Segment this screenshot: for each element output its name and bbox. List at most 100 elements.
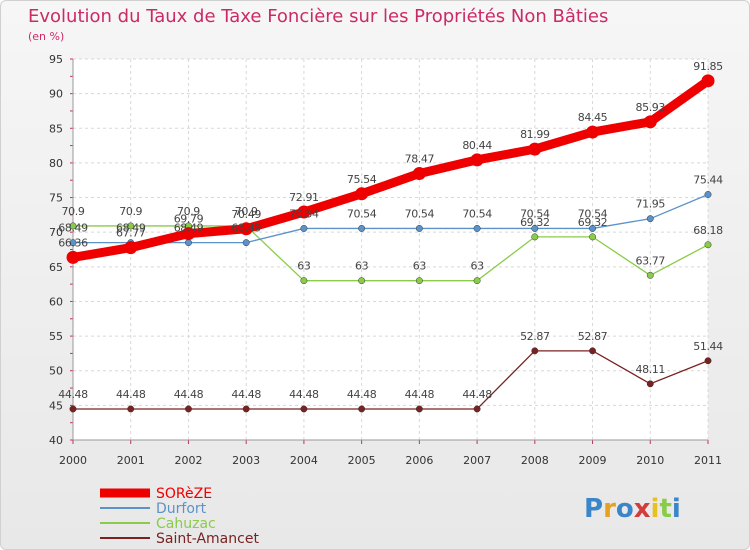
data-label: 44.48 <box>462 388 492 401</box>
data-point-durfort <box>358 224 366 232</box>
data-point-cahuzac <box>646 271 654 279</box>
data-point-sorèze <box>297 205 311 219</box>
legend-label-saint-amancet: Saint-Amancet <box>156 531 259 547</box>
data-point-sorèze <box>528 142 542 156</box>
data-point-saint-amancet <box>589 347 596 355</box>
data-point-sorèze <box>470 153 484 167</box>
data-point-sorèze <box>124 241 138 255</box>
x-tick-label: 2006 <box>405 454 433 467</box>
data-label: 84.45 <box>578 111 608 124</box>
data-label: 70.54 <box>289 207 319 220</box>
series <box>66 74 715 413</box>
logo-letter: x <box>634 494 651 524</box>
data-point-saint-amancet <box>358 405 366 413</box>
data-label: 63 <box>355 260 369 273</box>
series-line-durfort <box>72 193 709 244</box>
data-label: 70.9 <box>62 205 85 218</box>
data-label: 71.95 <box>636 198 666 211</box>
data-point-cahuzac <box>589 233 596 241</box>
data-point-durfort <box>300 224 308 232</box>
data-label: 68.49 <box>174 222 204 235</box>
axes: 40 45 50 55 60 65 70 75 80 85 90 95 2000 2001 2002 2003… <box>49 53 722 467</box>
y-tick-label: 50 <box>49 365 63 378</box>
logo-letter: i <box>672 494 681 524</box>
logo-letter: i <box>651 494 660 524</box>
x-tick-label: 2009 <box>579 454 607 467</box>
data-labels: 44.48 44.48 44.48 44.48 44.48 44.48 44.48 44.48… <box>58 60 723 401</box>
plot-area <box>73 59 708 440</box>
data-point-saint-amancet <box>185 405 192 413</box>
data-point-sorèze <box>66 250 80 264</box>
data-point-durfort <box>415 224 423 232</box>
data-point-saint-amancet <box>300 405 308 413</box>
data-point-durfort <box>646 215 654 223</box>
data-label: 44.48 <box>116 388 146 401</box>
x-tick-label: 2000 <box>59 454 87 467</box>
data-label: 44.48 <box>347 388 377 401</box>
grid <box>72 58 709 441</box>
data-point-sorèze <box>412 167 426 181</box>
data-label: 70.54 <box>578 207 608 220</box>
data-point-saint-amancet <box>704 357 712 365</box>
data-label: 69.79 <box>174 213 204 226</box>
data-label: 51.44 <box>693 340 723 353</box>
data-point-durfort <box>589 224 596 232</box>
data-label: 69.32 <box>520 216 550 229</box>
data-point-sorèze <box>181 227 195 241</box>
data-point-sorèze <box>355 187 369 201</box>
data-label: 72.91 <box>289 191 319 204</box>
data-point-sorèze <box>701 74 715 88</box>
data-label: 85.93 <box>636 101 666 114</box>
data-label: 44.48 <box>231 388 261 401</box>
series-line-sorèze <box>68 76 713 262</box>
y-tick-label: 85 <box>49 122 63 135</box>
x-tick-label: 2008 <box>521 454 549 467</box>
data-point-durfort <box>242 239 250 247</box>
logo-letter: o <box>616 494 634 524</box>
data-point-saint-amancet <box>646 380 654 388</box>
series-line-cahuzac <box>72 225 709 282</box>
data-label: 63 <box>470 260 484 273</box>
data-label: 78.47 <box>405 153 435 166</box>
data-point-cahuzac <box>69 222 77 230</box>
y-tick-label: 65 <box>49 261 63 274</box>
legend-label-cahuzac: Cahuzac <box>156 516 216 532</box>
data-label: 70.54 <box>347 207 377 220</box>
x-tick-label: 2010 <box>636 454 664 467</box>
data-point-cahuzac <box>473 277 481 285</box>
data-point-cahuzac <box>358 277 366 285</box>
data-point-saint-amancet <box>242 405 250 413</box>
data-label: 70.9 <box>119 205 142 218</box>
data-point-durfort <box>473 224 481 232</box>
y-tick-label: 90 <box>49 88 63 101</box>
y-tick-label: 95 <box>49 53 63 66</box>
y-tick-label: 40 <box>49 434 63 447</box>
x-tick-label: 2011 <box>694 454 722 467</box>
data-point-sorèze <box>239 222 253 236</box>
chart-subtitle: (en %) <box>28 30 64 43</box>
data-label: 52.87 <box>520 330 550 343</box>
x-tick-label: 2003 <box>232 454 260 467</box>
data-label: 48.11 <box>636 363 666 376</box>
x-tick-label: 2001 <box>117 454 145 467</box>
data-label: 63 <box>413 260 427 273</box>
data-point-durfort <box>531 224 539 232</box>
data-label: 68.49 <box>58 222 88 235</box>
proxiti-wordmark: Proxiti <box>584 494 681 524</box>
data-label: 75.44 <box>693 173 723 186</box>
data-label: 81.99 <box>520 128 550 141</box>
data-label: 80.44 <box>462 139 492 152</box>
data-label: 70.54 <box>462 207 492 220</box>
data-label: 91.85 <box>693 60 723 73</box>
data-point-sorèze <box>586 125 600 139</box>
y-tick-label: 45 <box>49 399 63 412</box>
logo-letter: P <box>584 494 603 524</box>
x-tick-label: 2002 <box>174 454 202 467</box>
data-point-cahuzac <box>531 233 539 241</box>
data-label: 44.48 <box>289 388 319 401</box>
data-label: 67.77 <box>116 227 146 240</box>
y-tick-label: 80 <box>49 157 63 170</box>
data-label: 44.48 <box>58 388 88 401</box>
y-tick-label: 60 <box>49 295 63 308</box>
data-point-sorèze <box>643 115 657 129</box>
